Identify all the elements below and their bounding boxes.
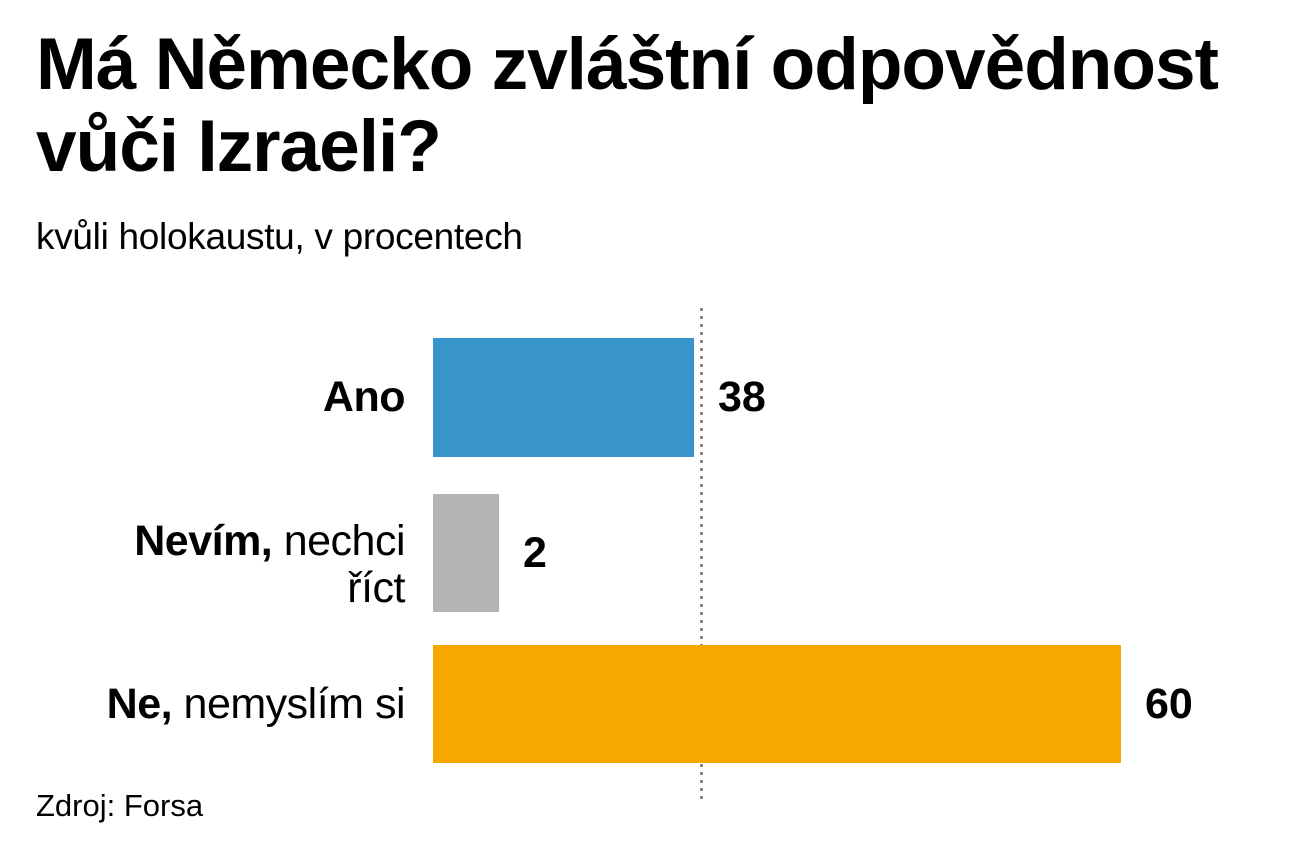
reference-line [700, 308, 703, 802]
source-note: Zdroj: Forsa [36, 788, 204, 823]
bar-row-ano: Ano 38 [0, 338, 1308, 457]
bar-label-bold: Ano [322, 373, 406, 421]
bar-row-nevim: Nevím, nechci říct 2 [0, 494, 1308, 612]
bar-label-ne: Ne, nemyslím si [0, 645, 406, 763]
bar-label-rest: nemyslím si [172, 679, 406, 728]
bar-segment-ano [433, 338, 694, 457]
bar-area-ano: 38 [433, 338, 766, 457]
bar-area-ne: 60 [433, 645, 1193, 763]
bar-row-ne: Ne, nemyslím si 60 [0, 645, 1308, 763]
bar-segment-nevim [433, 494, 499, 612]
bar-label-line: Nevím, nechci [134, 518, 405, 565]
chart-subtitle: kvůli holokaustu, v procentech [36, 216, 523, 257]
bar-label-nevim: Nevím, nechci říct [0, 494, 405, 612]
bar-label-rest: nechci [272, 517, 406, 565]
chart-title-line2: vůči Izraeli? [36, 106, 442, 187]
chart-title-line1: Má Německo zvláštní odpovědnost [36, 24, 1219, 105]
value-label-nevim: 2 [523, 528, 547, 577]
chart-title: Má Německo zvláštní odpovědnost vůči Izr… [36, 24, 1219, 188]
bar-label-ano: Ano [0, 338, 406, 457]
bar-label-line: Ano [322, 373, 406, 421]
value-label-ne: 60 [1145, 679, 1193, 728]
bar-label-line: Ne, nemyslím si [106, 679, 406, 728]
bar-label-line2: říct [347, 564, 405, 612]
bar-label-bold: Nevím, [134, 517, 273, 565]
bar-area-nevim: 2 [433, 494, 547, 612]
bar-label-bold: Ne, [106, 679, 173, 728]
value-label-ano: 38 [718, 373, 766, 421]
bar-segment-ne [433, 645, 1121, 763]
